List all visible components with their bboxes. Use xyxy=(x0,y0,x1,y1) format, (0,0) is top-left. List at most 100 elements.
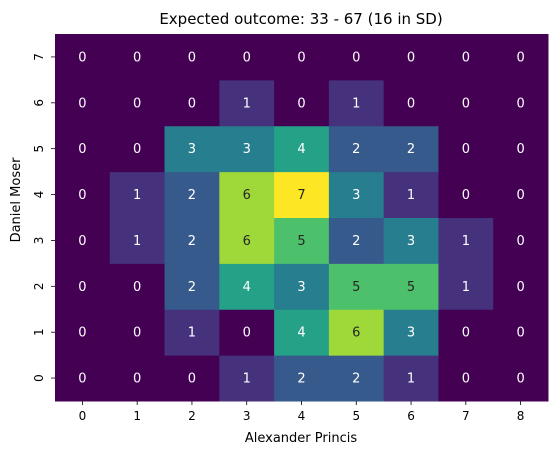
cell-value-label: 1 xyxy=(133,234,141,249)
cell-value-label: 0 xyxy=(297,50,305,65)
cell-value-label: 0 xyxy=(78,142,86,157)
heatmap-cell xyxy=(438,125,494,173)
x-tick-label: 8 xyxy=(517,409,525,423)
heatmap-cell xyxy=(164,263,220,310)
heatmap-cell xyxy=(55,263,111,310)
cell-value-label: 3 xyxy=(407,234,415,249)
cell-value-label: 2 xyxy=(188,280,196,295)
heatmap-cell xyxy=(164,79,220,127)
heatmap-cell xyxy=(493,263,549,310)
y-tick-label: 5 xyxy=(32,145,46,153)
cell-value-label: 3 xyxy=(407,326,415,341)
cell-value-label: 0 xyxy=(78,372,86,387)
cell-value-label: 0 xyxy=(78,280,86,295)
heatmap-cell xyxy=(164,309,220,356)
x-tick-label: 0 xyxy=(79,409,87,423)
cell-value-label: 1 xyxy=(243,372,251,387)
cell-value-label: 6 xyxy=(243,188,251,203)
heatmap-cell xyxy=(55,217,111,264)
heatmap-cell xyxy=(493,309,549,356)
heatmap-cell xyxy=(383,79,439,127)
heatmap-cell xyxy=(328,217,385,264)
heatmap-cell xyxy=(493,217,549,264)
heatmap-cell xyxy=(109,355,166,402)
heatmap-cell xyxy=(383,217,439,264)
heatmap-cell xyxy=(219,217,275,264)
y-tick-label: 1 xyxy=(32,328,46,336)
heatmap-cell xyxy=(438,171,494,218)
heatmap-cell xyxy=(55,34,111,81)
cell-value-label: 0 xyxy=(133,50,141,65)
heatmap-cell xyxy=(493,79,549,127)
heatmap-cell xyxy=(55,125,111,173)
chart-title: Expected outcome: 33 - 67 (16 in SD) xyxy=(159,10,442,28)
y-tick-label: 7 xyxy=(32,53,46,61)
cell-value-label: 0 xyxy=(243,50,251,65)
cell-value-label: 4 xyxy=(243,280,251,295)
heatmap-cell xyxy=(438,79,494,127)
y-tick-label: 4 xyxy=(32,191,46,199)
heatmap-cell xyxy=(383,355,439,402)
cell-value-label: 0 xyxy=(516,234,524,249)
heatmap-cell xyxy=(219,125,275,173)
cell-value-label: 7 xyxy=(297,188,305,203)
cell-value-label: 1 xyxy=(407,188,415,203)
cell-value-label: 3 xyxy=(352,188,360,203)
heatmap-cell xyxy=(109,79,166,127)
heatmap-cell xyxy=(219,263,275,310)
cell-value-label: 0 xyxy=(133,96,141,111)
heatmap-cell xyxy=(274,79,330,127)
heatmap-cell xyxy=(438,217,494,264)
heatmap-cell xyxy=(328,34,385,81)
cell-value-label: 0 xyxy=(407,50,415,65)
cell-value-label: 0 xyxy=(462,188,470,203)
heatmap-cell xyxy=(164,171,220,218)
heatmap-cell xyxy=(164,355,220,402)
heatmap-cell xyxy=(55,79,111,127)
heatmap-cell xyxy=(493,171,549,218)
heatmap-cell xyxy=(274,34,330,81)
cell-value-label: 2 xyxy=(407,142,415,157)
y-axis: 0 1 2 3 4 5 6 7 xyxy=(32,53,55,382)
cell-value-label: 0 xyxy=(407,96,415,111)
heatmap-cell xyxy=(328,125,385,173)
cell-value-label: 3 xyxy=(243,142,251,157)
heatmap-cell xyxy=(274,355,330,402)
cell-value-label: 0 xyxy=(462,50,470,65)
heatmap-cell xyxy=(109,125,166,173)
heatmap-cell xyxy=(493,125,549,173)
heatmap-cell xyxy=(55,355,111,402)
x-tick-label: 4 xyxy=(298,409,306,423)
x-axis: 0 1 2 3 4 5 6 7 8 xyxy=(79,401,525,423)
cell-value-label: 1 xyxy=(188,326,196,341)
y-tick-label: 0 xyxy=(32,374,46,382)
heatmap-cell xyxy=(164,125,220,173)
heatmap-cell xyxy=(383,309,439,356)
x-tick-label: 5 xyxy=(352,409,360,423)
heatmap-cell xyxy=(328,79,385,127)
cell-value-label: 0 xyxy=(133,280,141,295)
x-tick-label: 6 xyxy=(407,409,415,423)
x-tick-label: 7 xyxy=(462,409,470,423)
cell-value-label: 0 xyxy=(462,142,470,157)
heatmap-cell xyxy=(328,309,385,356)
cell-value-label: 2 xyxy=(352,142,360,157)
cell-value-label: 0 xyxy=(188,50,196,65)
cell-value-label: 0 xyxy=(352,50,360,65)
cell-value-label: 5 xyxy=(352,280,360,295)
heatmap-cell xyxy=(109,217,166,264)
cell-value-label: 1 xyxy=(133,188,141,203)
heatmap-cell xyxy=(328,355,385,402)
heatmap-cell xyxy=(274,263,330,310)
heatmap-cell xyxy=(493,34,549,81)
heatmap-cell xyxy=(55,309,111,356)
heatmap-cell xyxy=(55,171,111,218)
cell-value-label: 0 xyxy=(78,96,86,111)
heatmap-cell xyxy=(219,309,275,356)
heatmap-cell xyxy=(328,263,385,310)
heatmap-cell xyxy=(274,125,330,173)
cell-value-label: 3 xyxy=(188,142,196,157)
heatmap-cell xyxy=(109,309,166,356)
cell-value-label: 0 xyxy=(516,280,524,295)
